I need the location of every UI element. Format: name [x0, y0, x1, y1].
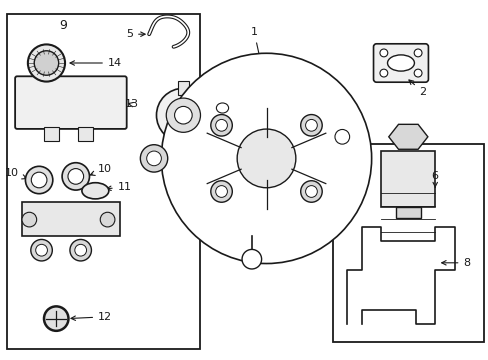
- Text: 2: 2: [408, 80, 426, 97]
- Circle shape: [70, 239, 91, 261]
- Circle shape: [215, 120, 227, 131]
- Circle shape: [156, 88, 210, 142]
- Text: 5: 5: [126, 29, 145, 39]
- Text: 7: 7: [365, 152, 372, 165]
- Circle shape: [22, 212, 37, 227]
- Circle shape: [242, 249, 261, 269]
- Circle shape: [68, 168, 83, 184]
- Text: 4: 4: [223, 121, 230, 144]
- Circle shape: [210, 114, 232, 136]
- Circle shape: [36, 244, 47, 256]
- Circle shape: [62, 163, 89, 190]
- Text: 3: 3: [163, 133, 171, 149]
- Bar: [381, 151, 434, 207]
- Ellipse shape: [82, 183, 109, 199]
- Circle shape: [146, 151, 161, 166]
- Text: 6: 6: [431, 171, 438, 187]
- Circle shape: [300, 114, 322, 136]
- Circle shape: [305, 120, 317, 131]
- Bar: [44, 127, 59, 141]
- Ellipse shape: [210, 98, 234, 118]
- Circle shape: [215, 186, 227, 197]
- FancyBboxPatch shape: [373, 44, 427, 82]
- Bar: [332, 144, 483, 342]
- Circle shape: [413, 69, 421, 77]
- Text: 1: 1: [250, 27, 266, 84]
- Text: 12: 12: [71, 312, 112, 322]
- Bar: [22, 202, 120, 236]
- Circle shape: [237, 129, 295, 188]
- Ellipse shape: [386, 55, 414, 71]
- Circle shape: [188, 80, 344, 237]
- Text: 8: 8: [441, 258, 469, 268]
- Circle shape: [379, 49, 387, 57]
- Circle shape: [210, 181, 232, 202]
- Bar: [177, 81, 189, 95]
- Circle shape: [75, 244, 86, 256]
- Text: 10: 10: [90, 164, 112, 175]
- Circle shape: [174, 107, 192, 124]
- Circle shape: [379, 69, 387, 77]
- Circle shape: [34, 51, 59, 75]
- Text: 11: 11: [106, 182, 131, 192]
- Text: 10: 10: [5, 168, 26, 179]
- Circle shape: [25, 166, 53, 194]
- Circle shape: [28, 44, 65, 82]
- Text: 14: 14: [70, 58, 122, 68]
- Circle shape: [100, 212, 115, 227]
- Ellipse shape: [216, 103, 228, 113]
- Circle shape: [44, 306, 68, 331]
- Circle shape: [166, 58, 366, 258]
- Circle shape: [305, 186, 317, 197]
- Circle shape: [176, 68, 356, 249]
- Bar: [395, 207, 420, 218]
- Text: 9: 9: [60, 19, 67, 32]
- Circle shape: [300, 181, 322, 202]
- Circle shape: [31, 172, 47, 188]
- Bar: [7, 14, 200, 349]
- Polygon shape: [388, 124, 427, 149]
- Circle shape: [413, 49, 421, 57]
- Circle shape: [166, 98, 200, 132]
- Circle shape: [334, 130, 349, 144]
- Circle shape: [161, 53, 371, 264]
- Bar: [78, 127, 93, 141]
- Circle shape: [31, 239, 52, 261]
- FancyBboxPatch shape: [15, 76, 126, 129]
- Circle shape: [140, 145, 167, 172]
- Text: 13: 13: [125, 99, 139, 109]
